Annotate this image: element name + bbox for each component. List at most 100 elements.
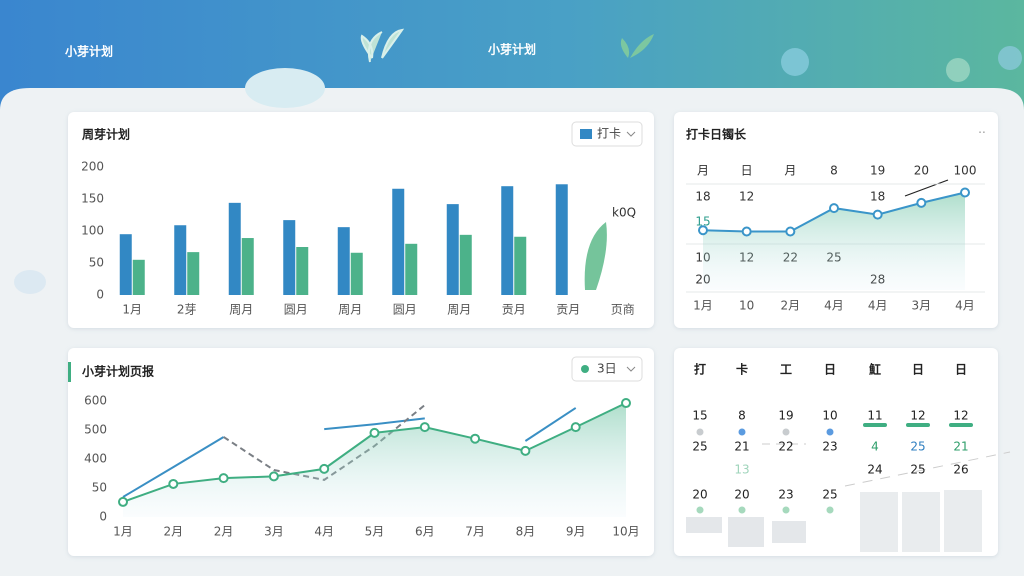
day[interactable]: 20	[734, 488, 749, 502]
dropdown-label: 3日	[597, 362, 617, 376]
line	[122, 436, 225, 498]
leaf-deco	[584, 222, 607, 290]
day-dot	[738, 506, 746, 514]
x-tick-label: 9月	[566, 525, 586, 539]
y-tick-label: 200	[81, 160, 104, 174]
day[interactable]: 21	[953, 440, 968, 454]
weekday: 打	[694, 362, 706, 377]
cloud	[245, 68, 325, 108]
day[interactable]: 25	[692, 440, 707, 454]
point	[916, 197, 927, 208]
point	[829, 203, 839, 214]
point	[218, 473, 229, 484]
x-tick-label: 8月	[516, 525, 536, 539]
point	[369, 427, 380, 438]
day[interactable]: 23	[778, 488, 793, 502]
bar	[174, 225, 187, 295]
bar	[350, 252, 363, 295]
weekday: 魟	[869, 362, 881, 377]
point	[621, 398, 631, 409]
x-tick-label: 10月	[612, 525, 639, 539]
y-tick-label: 50	[89, 256, 104, 270]
bar	[228, 202, 241, 295]
day[interactable]: 15	[692, 409, 707, 423]
cell-label: 15	[695, 215, 710, 229]
day[interactable]: 21	[734, 440, 749, 454]
bar	[283, 220, 296, 295]
day[interactable]: 12	[910, 409, 925, 423]
day[interactable]: 19	[778, 409, 793, 423]
bar	[187, 252, 200, 295]
chevron	[626, 131, 636, 137]
day[interactable]: 22	[778, 440, 793, 454]
dropdown-icon	[580, 129, 592, 139]
leaf-icon	[360, 28, 405, 63]
day[interactable]: 13	[734, 463, 749, 477]
weekday: 卡	[736, 362, 748, 377]
x-tick-label: 7月	[465, 525, 485, 539]
day[interactable]: 4	[871, 440, 879, 454]
cloud	[14, 270, 46, 294]
dropdown-label: 打卡	[597, 127, 621, 141]
point	[570, 422, 581, 433]
calendar-deco	[686, 423, 1011, 552]
x-tick-label: 4月	[868, 299, 888, 313]
weekday: 日	[955, 363, 967, 377]
area	[123, 403, 626, 517]
point	[960, 187, 970, 198]
leaf-icon	[620, 34, 654, 58]
day[interactable]: 25	[910, 463, 925, 477]
day[interactable]: 11	[867, 409, 882, 423]
cell-label: 月	[697, 164, 709, 178]
day[interactable]: 26	[953, 463, 968, 477]
x-tick-label: 5月	[365, 525, 385, 539]
flower-deco	[998, 46, 1022, 70]
bar	[132, 259, 145, 295]
day[interactable]: 25	[910, 440, 925, 454]
day[interactable]: 12	[953, 409, 968, 423]
day[interactable]: 23	[822, 440, 837, 454]
x-tick-label: 页商	[611, 302, 635, 317]
x-tick-label: 周月	[229, 303, 253, 317]
point	[785, 226, 796, 237]
bar	[555, 184, 568, 295]
day-dot	[696, 428, 704, 436]
flower-deco	[946, 58, 970, 82]
day[interactable]: 25	[822, 488, 837, 502]
title-accent	[68, 362, 71, 382]
y-tick-label: 150	[81, 192, 104, 206]
x-tick-label: 2芽	[177, 303, 197, 317]
day[interactable]: 10	[822, 409, 837, 423]
cell-label: 20	[914, 164, 929, 178]
bar	[514, 236, 527, 295]
dropdown-icon	[581, 365, 589, 373]
point	[520, 445, 531, 456]
cell-label: 8	[830, 164, 838, 178]
cell-label: 19	[870, 164, 885, 178]
flower-deco	[781, 48, 809, 76]
dropdown[interactable]	[571, 121, 643, 147]
x-tick-label: 圆月	[393, 303, 417, 317]
y-tick-label: 500	[84, 423, 107, 437]
bar	[241, 238, 254, 295]
day-dot	[738, 428, 746, 436]
x-tick-label: 周月	[447, 303, 471, 317]
x-tick-label: 3月	[912, 299, 932, 313]
y-tick-label: 50	[92, 481, 107, 495]
x-tick-label: 1月	[693, 299, 713, 313]
weekday: 日	[912, 363, 924, 377]
more-icon[interactable]: ··	[978, 126, 986, 140]
x-tick-label: 贡月	[502, 303, 526, 317]
bar	[337, 227, 350, 295]
day[interactable]: 24	[867, 463, 882, 477]
cell-label: 18	[695, 190, 710, 204]
day[interactable]: 8	[738, 409, 746, 423]
day[interactable]: 20	[692, 488, 707, 502]
dropdown[interactable]	[571, 356, 643, 382]
x-tick-label: 圆月	[284, 303, 308, 317]
x-tick-label: 1月	[113, 525, 133, 539]
brand: 小芽计划	[65, 44, 113, 59]
line	[524, 407, 577, 442]
weekday: 日	[824, 363, 836, 377]
